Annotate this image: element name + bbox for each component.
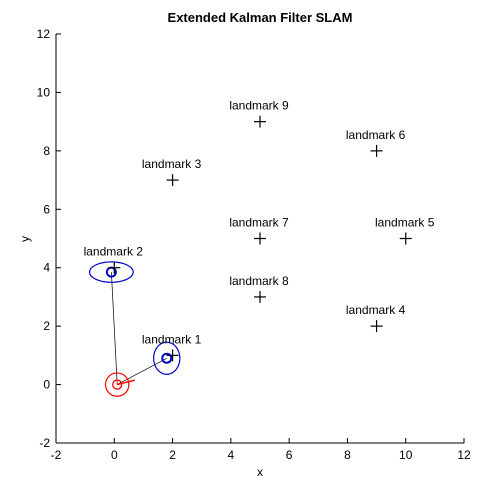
y-tick-label: -2 [39, 436, 50, 450]
x-tick-label: -2 [51, 448, 62, 462]
x-tick-label: 0 [111, 448, 118, 462]
landmark-marker [370, 144, 383, 157]
robot-covariance-ellipse [104, 372, 130, 397]
landmark-label: landmark 7 [229, 216, 289, 230]
observation-line [111, 272, 118, 385]
observation-line [117, 357, 167, 385]
landmark-marker [166, 349, 179, 362]
landmark-label: landmark 1 [142, 332, 202, 346]
landmark-label: landmark 4 [346, 303, 406, 317]
landmark-label: landmark 9 [229, 99, 289, 113]
robot-pose-marker [112, 379, 123, 390]
landmark-marker [399, 232, 412, 245]
landmark-estimate-marker [161, 352, 173, 364]
landmark-marker [254, 232, 266, 245]
x-tick-label: 2 [169, 448, 176, 462]
y-tick-label: 10 [37, 85, 51, 99]
x-tick-label: 10 [399, 448, 413, 462]
x-axis-label: x [257, 465, 263, 479]
y-tick-label: 4 [43, 261, 50, 275]
y-tick-label: 8 [43, 144, 50, 158]
landmark-marker [254, 290, 266, 303]
landmark-covariance-ellipse [88, 261, 134, 283]
plot-axes: -2 0 2 4 6 8 10 12 -2 0 2 4 6 8 10 12 [37, 27, 471, 462]
landmark-label: landmark 3 [142, 157, 202, 171]
x-tick-label: 6 [286, 448, 293, 462]
landmark-covariance-ellipse [153, 341, 181, 375]
landmark-marker [254, 115, 266, 128]
landmark-marker [370, 320, 383, 333]
y-tick-label: 0 [43, 378, 50, 392]
landmark-label: landmark 8 [229, 274, 289, 288]
landmark-label: landmark 6 [346, 128, 406, 142]
landmark-marker [166, 174, 179, 187]
landmark-label: landmark 2 [84, 245, 144, 259]
x-tick-label: 12 [457, 448, 471, 462]
y-tick-label: 12 [37, 27, 51, 41]
y-axis-label: y [18, 236, 32, 242]
y-tick-label: 6 [43, 202, 50, 216]
landmark-marker [108, 261, 121, 274]
landmark-label: landmark 5 [375, 216, 435, 230]
chart-title: Extended Kalman Filter SLAM [168, 10, 353, 25]
x-tick-label: 4 [228, 448, 235, 462]
robot-heading-line [117, 379, 135, 386]
y-tick-label: 2 [43, 319, 50, 333]
x-tick-label: 8 [344, 448, 351, 462]
plot-marks: landmark 1 landmark 2 landmark 3 landmark 4… [84, 99, 435, 397]
